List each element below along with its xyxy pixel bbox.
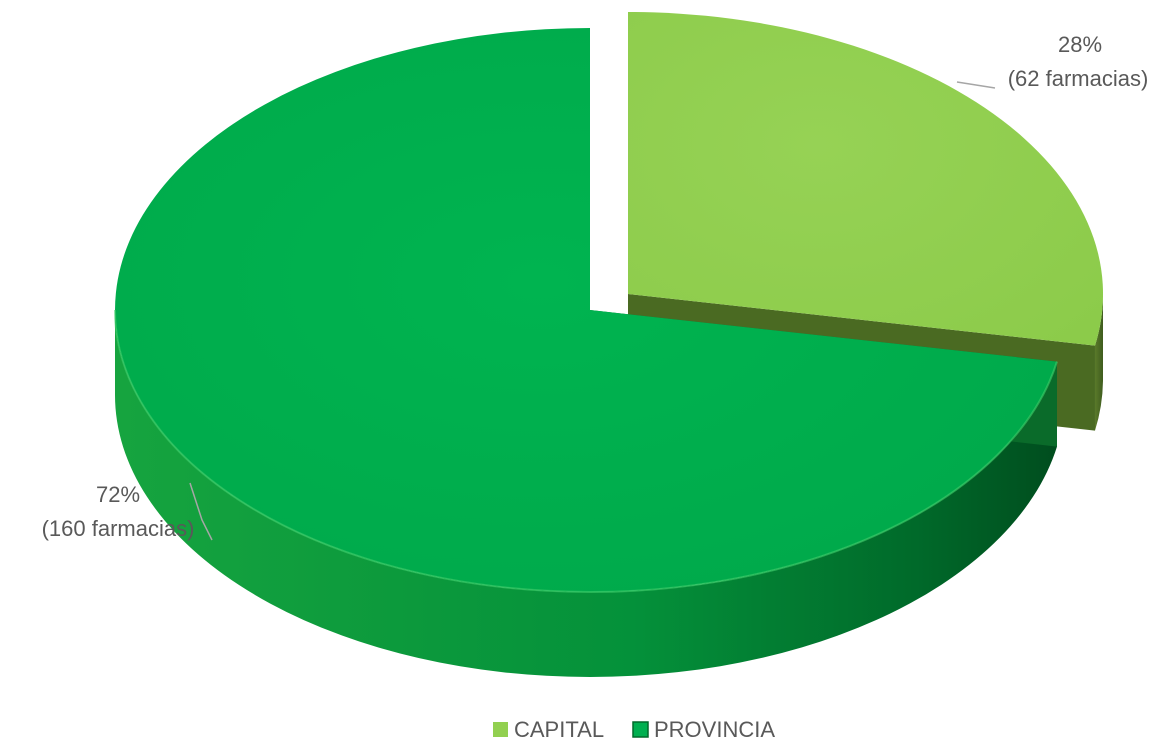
legend-swatch-capital [493,722,508,737]
provincia-rim-highlight [114,309,1058,593]
legend-label-provincia: PROVINCIA [654,717,775,740]
provincia-percent-label: 72% [96,482,140,507]
legend-label-capital: CAPITAL [514,717,604,740]
provincia-slice [115,28,1058,592]
provincia-leader-line [189,482,213,541]
legend-swatch-provincia [632,721,649,738]
provincia-slice-side [115,310,1057,677]
capital-percent-label: 28% [1058,32,1102,57]
capital-slice [628,11,1104,346]
legend: CAPITAL PROVINCIA [493,717,775,740]
capital-count-label: (62 farmacias) [1008,66,1149,91]
capital-leader-line [956,81,996,89]
capital-slice-side [1094,294,1103,431]
provincia-count-label: (160 farmacias) [42,516,195,541]
